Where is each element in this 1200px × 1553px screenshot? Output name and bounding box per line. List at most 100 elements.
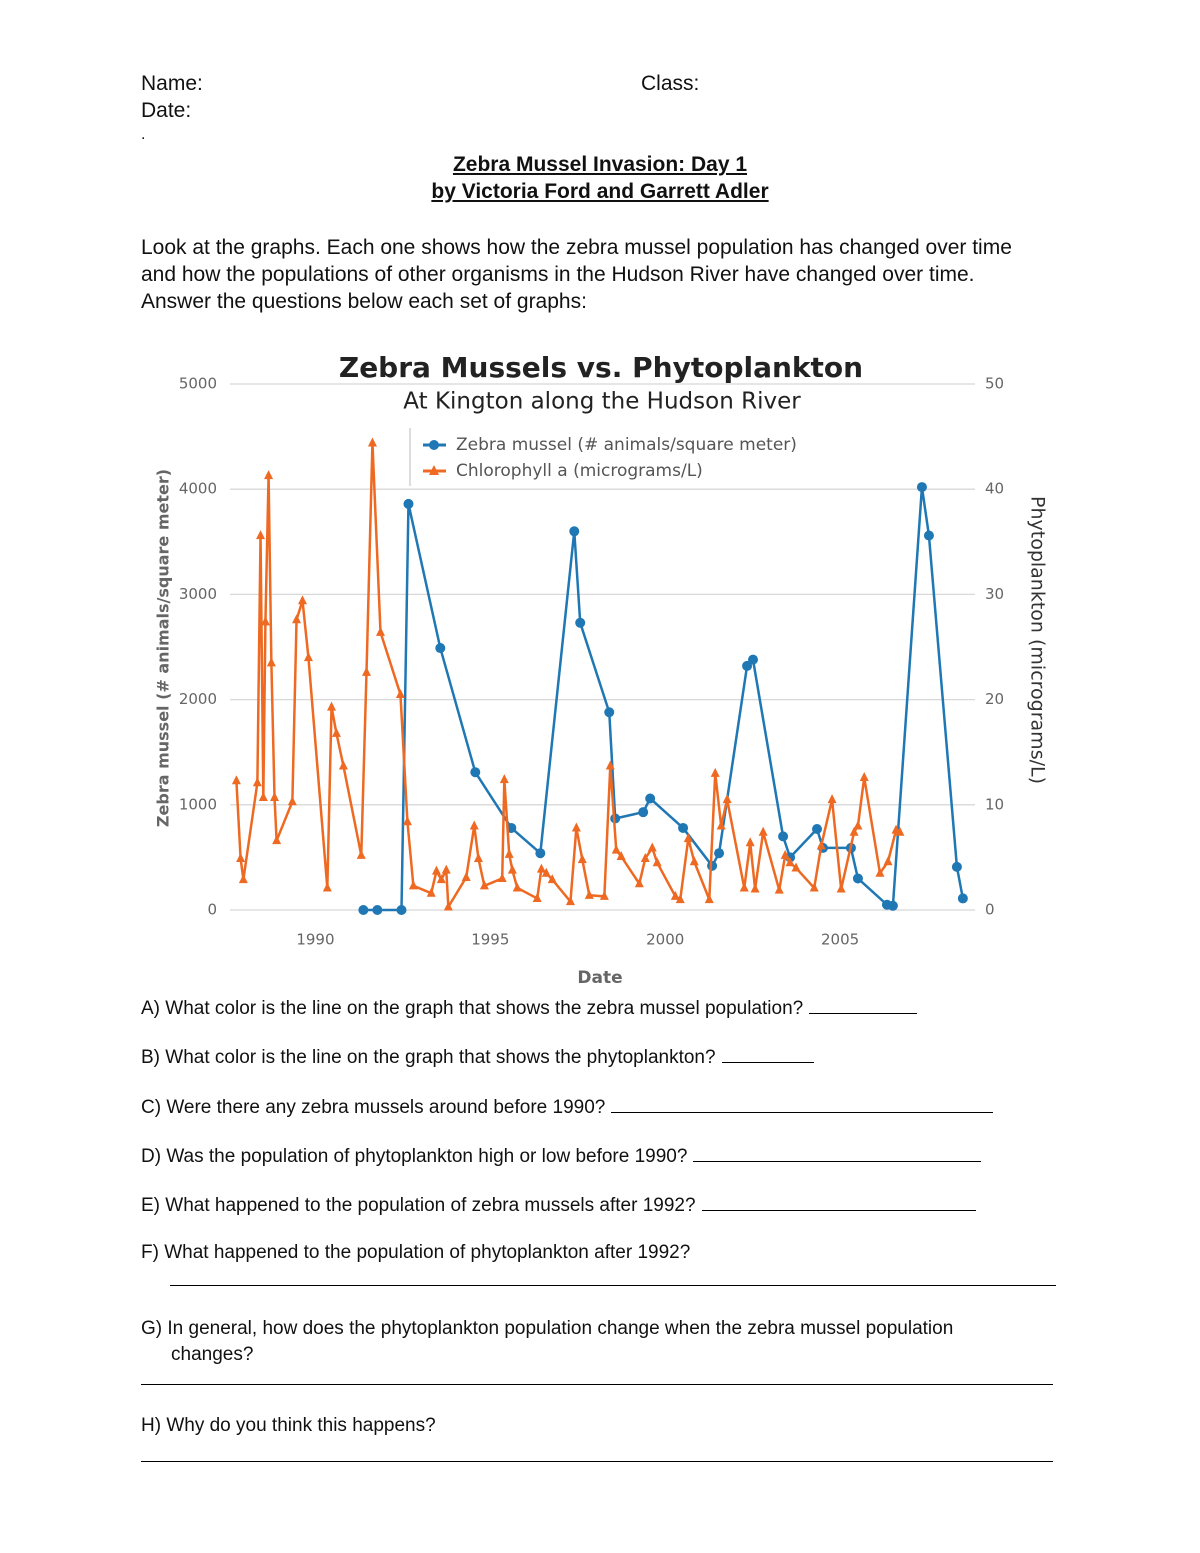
data-marker xyxy=(791,862,801,872)
data-marker xyxy=(362,666,372,676)
data-marker xyxy=(599,890,609,900)
answer-line xyxy=(141,1384,1053,1385)
y-tick-label: 2000 xyxy=(179,690,217,708)
data-marker xyxy=(774,884,784,894)
data-marker xyxy=(266,657,276,667)
data-marker xyxy=(426,887,436,897)
question: H) Why do you think this happens? xyxy=(141,1415,436,1436)
data-marker xyxy=(298,595,308,605)
doc-title: Zebra Mussel Invasion: Day 1 xyxy=(452,153,748,176)
data-marker xyxy=(504,848,514,858)
data-marker xyxy=(270,792,280,802)
data-marker xyxy=(395,688,405,698)
data-marker xyxy=(507,864,517,874)
data-marker xyxy=(849,826,859,836)
data-marker xyxy=(569,526,580,537)
chart-title: Zebra Mussels vs. Phytoplankton xyxy=(339,351,863,384)
question-text: E) What happened to the population of ze… xyxy=(141,1195,696,1216)
data-marker xyxy=(236,853,246,863)
class-label: Class: xyxy=(641,72,700,95)
data-marker xyxy=(780,849,790,859)
question: F) What happened to the population of ph… xyxy=(141,1242,691,1263)
x-tick-label: 2000 xyxy=(646,931,684,949)
intro: Look at the graphs. Each one shows how t… xyxy=(141,236,1012,313)
data-marker xyxy=(469,820,479,830)
data-marker xyxy=(322,882,332,892)
data-marker xyxy=(923,530,934,541)
data-marker xyxy=(358,905,369,915)
data-marker xyxy=(403,498,414,509)
data-marker xyxy=(431,865,441,875)
data-marker xyxy=(750,883,760,893)
data-marker xyxy=(616,850,626,860)
answer-blank xyxy=(611,1094,994,1113)
data-marker xyxy=(778,831,789,842)
data-marker xyxy=(678,822,689,833)
question-text: D) Was the population of phytoplankton h… xyxy=(141,1146,688,1167)
y2-tick-label: 0 xyxy=(985,901,995,919)
y2-tick-label: 50 xyxy=(985,375,1004,393)
data-marker xyxy=(745,837,755,847)
y2-tick-label: 10 xyxy=(985,795,1004,813)
data-marker xyxy=(785,857,795,867)
data-marker xyxy=(303,652,313,662)
data-marker xyxy=(536,863,546,873)
data-marker xyxy=(916,482,927,493)
data-marker xyxy=(883,856,893,866)
data-marker xyxy=(256,530,266,540)
y2-tick-label: 30 xyxy=(985,585,1004,603)
data-marker xyxy=(575,617,586,628)
data-marker xyxy=(611,844,621,854)
answer-blank xyxy=(701,1192,976,1211)
data-marker xyxy=(887,900,898,911)
data-marker xyxy=(443,901,453,911)
data-marker xyxy=(535,848,546,859)
data-marker xyxy=(571,822,581,832)
data-marker xyxy=(512,882,522,892)
data-marker xyxy=(479,880,489,890)
question-text: C) Were there any zebra mussels around b… xyxy=(141,1097,606,1118)
data-marker xyxy=(338,760,348,770)
data-marker xyxy=(231,775,241,785)
question-text: A) What color is the line on the graph t… xyxy=(141,998,804,1019)
question: B) What color is the line on the graph t… xyxy=(141,1044,814,1069)
data-marker xyxy=(473,853,483,863)
series-line xyxy=(235,441,901,909)
data-marker xyxy=(704,894,714,904)
data-marker xyxy=(499,774,509,784)
data-marker xyxy=(331,727,341,737)
y-tick-label: 0 xyxy=(207,901,217,919)
y2-tick-label: 20 xyxy=(985,690,1004,708)
answer-line xyxy=(141,1461,1053,1462)
data-marker xyxy=(634,878,644,888)
data-marker xyxy=(435,643,446,654)
data-marker xyxy=(287,796,297,806)
y2-tick-label: 40 xyxy=(985,480,1004,498)
data-marker xyxy=(652,857,662,867)
data-marker xyxy=(356,849,366,859)
question: E) What happened to the population of ze… xyxy=(141,1192,976,1217)
data-marker xyxy=(742,660,753,671)
y-tick-label: 4000 xyxy=(179,480,217,498)
data-marker xyxy=(238,874,248,884)
data-marker xyxy=(645,793,656,804)
question: A) What color is the line on the graph t… xyxy=(141,995,918,1020)
data-marker xyxy=(739,882,749,892)
name-label: Name: xyxy=(141,72,203,95)
data-marker xyxy=(812,823,823,834)
data-marker xyxy=(758,826,768,836)
data-marker xyxy=(852,873,863,884)
answer-blank xyxy=(693,1143,982,1162)
data-marker xyxy=(565,896,575,906)
data-marker xyxy=(372,905,383,915)
chart: 0 1000 2000 3000 4000 5000 0 10 20 30 40 50 1990 1995… xyxy=(154,351,1049,988)
data-marker xyxy=(716,820,726,830)
data-marker xyxy=(951,861,962,872)
chart-subtitle: At Kington along the Hudson River xyxy=(403,389,801,415)
data-marker xyxy=(859,772,869,782)
data-marker xyxy=(605,760,615,770)
data-marker xyxy=(441,864,451,874)
x-tick-label: 2005 xyxy=(821,931,859,949)
data-marker xyxy=(272,835,282,845)
answer-blank xyxy=(721,1044,814,1063)
